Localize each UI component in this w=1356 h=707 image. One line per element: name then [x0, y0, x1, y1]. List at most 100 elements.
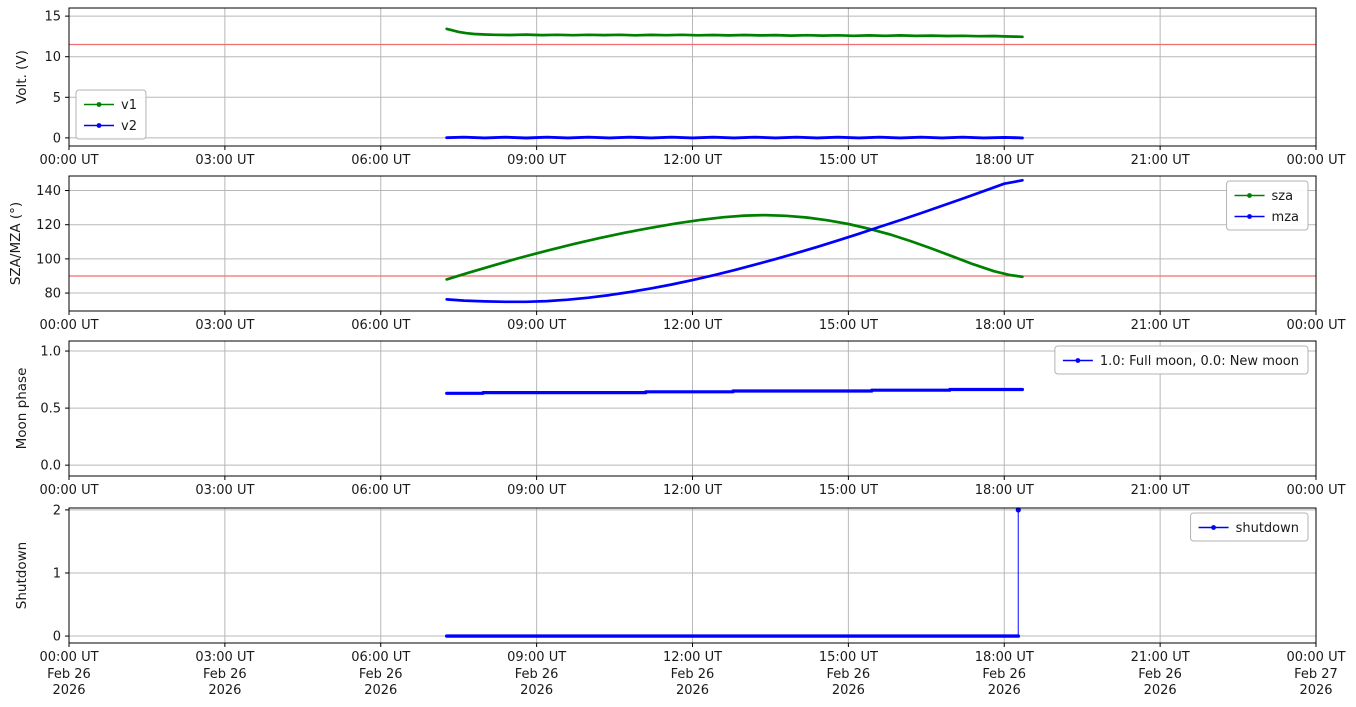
series-mza	[445, 178, 1024, 304]
x-tick-label: 03:00 UT	[195, 153, 254, 168]
x-tick-label: 00:00 UT	[1286, 153, 1345, 168]
legend: shutdown	[1190, 512, 1309, 542]
series-shutdown-spike-end-marker	[1015, 507, 1021, 513]
x-tick-label: 12:00 UT	[663, 153, 722, 168]
y-tick-label: 2	[53, 503, 61, 518]
x-tick-label: 06:00 UT	[351, 153, 410, 168]
legend-label: v2	[121, 119, 137, 134]
x-tick-label: 09:00 UT	[507, 483, 566, 498]
x-tick-label: 00:00 UT	[1286, 650, 1345, 665]
y-tick-label: 0.0	[40, 459, 61, 474]
legend-box	[75, 89, 147, 140]
x-tick-label: 18:00 UT	[975, 483, 1034, 498]
y-tick-label: 5	[53, 91, 61, 106]
x-tick-year-label: 2026	[1299, 683, 1332, 698]
y-tick-label: 1	[53, 566, 61, 581]
x-tick-label: 15:00 UT	[819, 650, 878, 665]
legend-sample-marker-icon	[1247, 193, 1252, 198]
x-tick-year-label: 2026	[988, 683, 1021, 698]
legend-sample-marker-icon	[1247, 214, 1252, 219]
x-tick-label: 06:00 UT	[351, 483, 410, 498]
y-tick-label: 0	[53, 131, 61, 146]
x-tick-label: 00:00 UT	[39, 153, 98, 168]
legend-sample-marker-icon	[96, 102, 102, 107]
x-tick-label: 12:00 UT	[663, 650, 722, 665]
x-tick-label: 00:00 UT	[39, 650, 98, 665]
legend-box	[1054, 345, 1309, 375]
x-tick-label: 12:00 UT	[663, 318, 722, 333]
x-tick-label: 09:00 UT	[507, 650, 566, 665]
x-tick-year-label: 2026	[52, 683, 85, 698]
series-v1	[445, 27, 1024, 39]
legend-box	[1226, 180, 1309, 231]
x-tick-label: 00:00 UT	[39, 318, 98, 333]
y-axis-label: Moon phase	[14, 368, 30, 450]
y-tick-label: 100	[36, 252, 61, 267]
x-tick-label: 12:00 UT	[663, 483, 722, 498]
panel-zenith-angles: 00:00 UT 03:00 UT 06:00 UT 09:00 UT 12:00 UT…	[8, 175, 1346, 333]
x-tick-label: 21:00 UT	[1131, 650, 1190, 665]
legend-label: shutdown	[1236, 521, 1299, 536]
x-tick-label: 21:00 UT	[1131, 153, 1190, 168]
panel-moon-phase: 00:00 UT 03:00 UT 06:00 UT 09:00 UT 12:00 UT…	[14, 340, 1346, 498]
legend-sample-marker-icon	[96, 123, 102, 128]
y-tick-label: 0	[53, 630, 61, 645]
y-tick-label: 140	[36, 184, 61, 199]
x-tick-date-label: Feb 27	[1294, 667, 1338, 682]
legend: 1.0: Full moon, 0.0: New moon	[1054, 345, 1309, 375]
x-tick-date-label: Feb 26	[982, 667, 1026, 682]
x-tick-label: 06:00 UT	[351, 318, 410, 333]
x-tick-label: 00:00 UT	[1286, 483, 1345, 498]
x-tick-year-label: 2026	[208, 683, 241, 698]
y-axis-label: Shutdown	[14, 542, 30, 609]
x-tick-label: 21:00 UT	[1131, 318, 1190, 333]
y-tick-label: 10	[44, 50, 61, 65]
x-tick-date-label: Feb 26	[515, 667, 559, 682]
series-sza	[445, 213, 1024, 281]
legend-sample-marker-icon	[1211, 525, 1216, 530]
x-tick-label: 03:00 UT	[195, 318, 254, 333]
y-tick-label: 15	[44, 10, 61, 25]
legend-label: sza	[1272, 189, 1294, 204]
x-tick-date-label: Feb 26	[827, 667, 871, 682]
legend: sza mza	[1226, 180, 1309, 231]
series-moon-phase	[445, 387, 1025, 395]
x-tick-year-label: 2026	[676, 683, 709, 698]
x-tick-label: 03:00 UT	[195, 483, 254, 498]
x-tick-label: 18:00 UT	[975, 318, 1034, 333]
y-axis-label: SZA/MZA (°)	[8, 202, 24, 285]
y-tick-label: 0.5	[40, 402, 61, 417]
x-tick-label: 09:00 UT	[507, 153, 566, 168]
x-tick-date-label: Feb 26	[1138, 667, 1182, 682]
x-tick-label: 00:00 UT	[39, 483, 98, 498]
legend-label: v1	[121, 98, 137, 113]
x-tick-label: 00:00 UT	[1286, 318, 1345, 333]
legend-box	[1190, 512, 1309, 542]
x-tick-date-label: Feb 26	[671, 667, 715, 682]
y-tick-label: 120	[36, 218, 61, 233]
x-tick-label: 15:00 UT	[819, 153, 878, 168]
series-v2	[445, 135, 1024, 140]
x-tick-date-label: Feb 26	[47, 667, 91, 682]
legend-label: mza	[1272, 210, 1299, 225]
y-tick-label: 80	[44, 287, 61, 302]
legend-sample-marker-icon	[1075, 358, 1081, 363]
y-tick-label: 1.0	[40, 345, 61, 360]
x-tick-year-label: 2026	[520, 683, 553, 698]
x-tick-label: 15:00 UT	[819, 483, 878, 498]
x-tick-year-label: 2026	[832, 683, 865, 698]
legend-label: 1.0: Full moon, 0.0: New moon	[1100, 354, 1299, 369]
x-tick-date-label: Feb 26	[359, 667, 403, 682]
panel-voltage: 00:00 UT 03:00 UT 06:00 UT 09:00 UT 12:00 UT…	[14, 7, 1346, 168]
x-tick-label: 21:00 UT	[1131, 483, 1190, 498]
x-tick-label: 09:00 UT	[507, 318, 566, 333]
x-tick-year-label: 2026	[1144, 683, 1177, 698]
x-tick-label: 15:00 UT	[819, 318, 878, 333]
x-tick-label: 06:00 UT	[351, 650, 410, 665]
x-tick-label: 03:00 UT	[195, 650, 254, 665]
y-axis-label: Volt. (V)	[14, 50, 30, 104]
